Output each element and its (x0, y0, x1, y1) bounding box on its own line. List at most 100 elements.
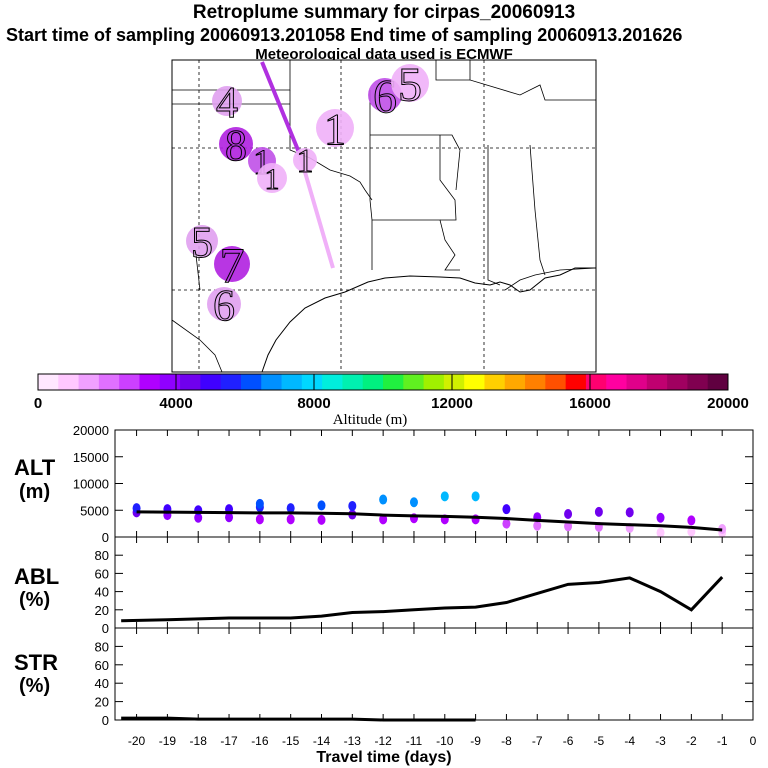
x-tick-label: -9 (470, 734, 481, 748)
plume-label-5: 1 (324, 105, 346, 154)
colorbar-swatch (240, 374, 262, 390)
colorbar-swatch (98, 374, 120, 390)
altitude-point (286, 503, 295, 514)
y-tick-label: 60 (95, 566, 109, 581)
altitude-point (656, 527, 665, 538)
plume-label-8: 6 (213, 281, 235, 330)
altitude-point (286, 514, 295, 525)
y-tick-label: 20000 (73, 423, 109, 438)
colorbar-swatch (281, 374, 303, 390)
altitude-point (564, 508, 573, 519)
colorbar-swatch (322, 374, 343, 390)
x-tick-label: -7 (532, 734, 543, 748)
colorbar-tick-label: 0 (34, 395, 42, 412)
time-series-panels: 0 5000 10000 15000 20000 0 20 40 60 80 0 20 40 60 80 -2… (73, 423, 757, 748)
colorbar-swatch (220, 374, 242, 390)
coastline (261, 267, 596, 373)
plume-track-lower (298, 154, 335, 269)
plume-label-3: 1 (265, 163, 280, 196)
y-tick-label: 40 (95, 676, 109, 691)
altitude-point (625, 507, 634, 518)
panel-frame-str (114, 627, 754, 721)
altitude-point (317, 500, 326, 511)
x-tick-label: -4 (624, 734, 635, 748)
plume-circle-6 (186, 225, 218, 257)
altitude-point (225, 512, 234, 523)
y-tick-label: 80 (95, 548, 109, 563)
y-tick-label: 0 (102, 530, 109, 545)
colorbar-tick-label: 12000 (431, 395, 473, 412)
y-tick-label: 40 (95, 585, 109, 600)
series-line-alt (136, 510, 723, 532)
abl-panel-unit: (%) (19, 589, 51, 611)
x-tick-label: -3 (655, 734, 666, 748)
colorbar-swatch (626, 374, 648, 390)
colorbar-swatch (606, 374, 628, 390)
x-tick-label: -17 (220, 734, 238, 748)
colorbar-swatch (545, 374, 567, 390)
colorbar-swatch (200, 374, 222, 390)
altitude-point (502, 518, 511, 529)
sampling-times: Start time of sampling 20060913.201058 E… (6, 25, 683, 45)
colorbar-tick-label: 20000 (707, 395, 749, 412)
colorbar-swatch (342, 374, 364, 390)
y-tick-label: 15000 (73, 450, 109, 465)
abl-panel-label: ABL (14, 564, 60, 589)
plume-label-10: 5 (398, 58, 422, 111)
colorbar-swatch (38, 374, 59, 390)
alt-panel-unit: (m) (19, 481, 51, 503)
plume-label-6: 5 (191, 218, 213, 267)
colorbar-swatch (484, 374, 506, 390)
x-tick-label: -1 (717, 734, 728, 748)
x-tick-label: -12 (374, 734, 392, 748)
plume-label-4: 1 (297, 143, 314, 180)
altitude-point (687, 515, 696, 526)
x-tick-label: -18 (190, 734, 208, 748)
colorbar-swatch (58, 374, 80, 390)
colorbar-swatch (443, 374, 465, 390)
plume-circle-4 (293, 148, 317, 172)
colorbar-swatch (362, 374, 384, 390)
altitude-point (440, 491, 449, 502)
plume-circle-1 (219, 127, 253, 161)
alt-panel-label: ALT (14, 455, 56, 480)
x-axis-label: Travel time (days) (316, 749, 452, 766)
y-tick-label: 20 (95, 603, 109, 618)
colorbar-swatch (403, 374, 425, 390)
altitude-point (533, 520, 542, 531)
map-panel: 48 11 115 766 5 (171, 58, 597, 373)
panel-frame-alt (114, 429, 754, 538)
x-tick-label: -8 (501, 734, 512, 748)
str-panel-unit: (%) (19, 675, 51, 697)
x-tick-label: -20 (128, 734, 146, 748)
x-tick-label: -2 (686, 734, 697, 748)
plume-circle-8 (207, 287, 241, 321)
colorbar-swatch (504, 374, 526, 390)
plume-markers: 48 11 115 766 5 (186, 58, 429, 330)
colorbar-swatch (646, 374, 668, 390)
colorbar-swatch (464, 374, 485, 390)
altitude-point (348, 500, 357, 511)
x-tick-label: -10 (436, 734, 454, 748)
colorbar-swatch (159, 374, 181, 390)
y-tick-label: 0 (102, 621, 109, 636)
altitude-point (656, 512, 665, 523)
plume-track-upper (260, 61, 302, 156)
x-tick-label: -5 (594, 734, 605, 748)
colorbar-swatch (180, 374, 201, 390)
x-tick-label: -16 (251, 734, 269, 748)
colorbar-tick-label: 4000 (159, 395, 192, 412)
x-tick-label: 0 (750, 734, 757, 748)
colorbar-swatch (78, 374, 100, 390)
x-tick-label: -13 (344, 734, 362, 748)
chart-title: Retroplume summary for cirpas_20060913 (192, 2, 576, 23)
colorbar-swatch (565, 374, 587, 390)
x-tick-label: -11 (406, 734, 423, 748)
colorbar-swatch (119, 374, 140, 390)
altitude-colorbar: 0 4000 8000 12000 16000 20000 (34, 373, 749, 412)
colorbar-swatch (139, 374, 161, 390)
altitude-point (379, 494, 388, 505)
altitude-point (564, 521, 573, 532)
plume-circle-10 (391, 64, 429, 102)
